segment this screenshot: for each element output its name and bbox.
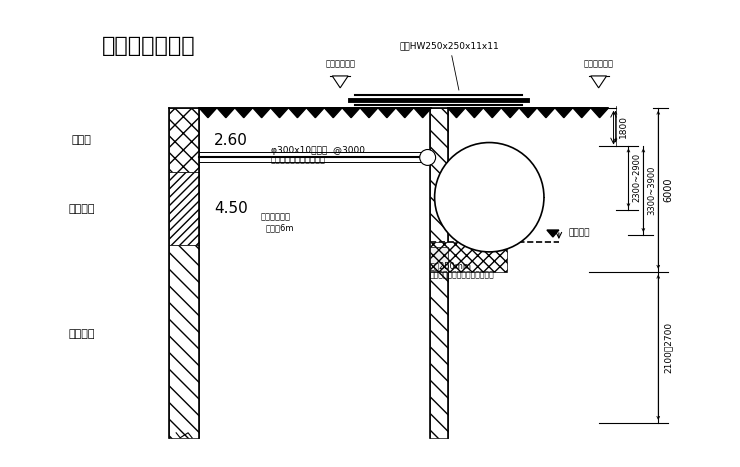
Text: 原地面标标桩: 原地面标标桩 xyxy=(584,59,613,68)
Polygon shape xyxy=(342,108,360,118)
Text: 2100～2700: 2100～2700 xyxy=(663,322,672,373)
Text: 桩长约6m: 桩长约6m xyxy=(266,223,294,232)
Polygon shape xyxy=(378,108,396,118)
Polygon shape xyxy=(448,108,465,118)
Polygon shape xyxy=(199,108,217,118)
Polygon shape xyxy=(235,108,252,118)
Text: 拉森型钢板桩: 拉森型钢板桩 xyxy=(260,212,291,221)
Text: φ300x10钢管管  @3000: φ300x10钢管管 @3000 xyxy=(271,146,365,155)
Polygon shape xyxy=(324,108,342,118)
Polygon shape xyxy=(217,108,235,118)
Polygon shape xyxy=(271,108,289,118)
Polygon shape xyxy=(465,108,483,118)
Text: ①: ① xyxy=(425,156,431,163)
Text: 开挖底面: 开挖底面 xyxy=(569,228,591,237)
Text: 2.60: 2.60 xyxy=(214,133,248,148)
Text: 6000: 6000 xyxy=(663,177,673,202)
Polygon shape xyxy=(573,108,591,118)
Text: 3300~3900: 3300~3900 xyxy=(648,166,656,215)
Polygon shape xyxy=(555,108,573,118)
Polygon shape xyxy=(537,108,555,118)
Circle shape xyxy=(434,142,544,252)
Polygon shape xyxy=(501,108,519,118)
Bar xyxy=(169,172,199,245)
Polygon shape xyxy=(591,76,607,88)
Text: 2300~2900: 2300~2900 xyxy=(633,153,642,202)
Bar xyxy=(430,242,507,272)
Polygon shape xyxy=(252,108,271,118)
Text: 杂填土: 杂填土 xyxy=(72,135,92,145)
Text: φ3000: φ3000 xyxy=(456,190,486,200)
Polygon shape xyxy=(289,108,306,118)
Polygon shape xyxy=(396,108,414,118)
Polygon shape xyxy=(414,108,431,118)
Text: 锚定管与钢腰斜采用焊接: 锚定管与钢腰斜采用焊接 xyxy=(271,156,326,164)
Text: 原地面标标桩: 原地面标标桩 xyxy=(325,59,355,68)
Polygon shape xyxy=(591,108,608,118)
Bar xyxy=(169,245,199,438)
Bar xyxy=(430,247,448,272)
Text: 基础开挖长度应达到文华规范底: 基础开挖长度应达到文华规范底 xyxy=(430,271,494,280)
Polygon shape xyxy=(547,230,559,237)
Text: 钢桩HW250x250x11x11: 钢桩HW250x250x11x11 xyxy=(400,41,500,90)
Text: 细砂层土: 细砂层土 xyxy=(69,204,95,213)
Text: 桩顶250mm: 桩顶250mm xyxy=(430,262,471,271)
Bar xyxy=(430,108,448,438)
Polygon shape xyxy=(483,108,501,118)
Circle shape xyxy=(420,149,436,165)
Bar xyxy=(169,108,199,172)
Polygon shape xyxy=(519,108,537,118)
Text: 1800: 1800 xyxy=(619,115,628,138)
Text: 钻孔剖面示意图: 钻孔剖面示意图 xyxy=(101,36,195,56)
Polygon shape xyxy=(360,108,378,118)
Text: 粉质粘土: 粉质粘土 xyxy=(69,329,95,339)
Text: 4.50: 4.50 xyxy=(214,201,248,216)
Polygon shape xyxy=(306,108,324,118)
Polygon shape xyxy=(332,76,348,88)
